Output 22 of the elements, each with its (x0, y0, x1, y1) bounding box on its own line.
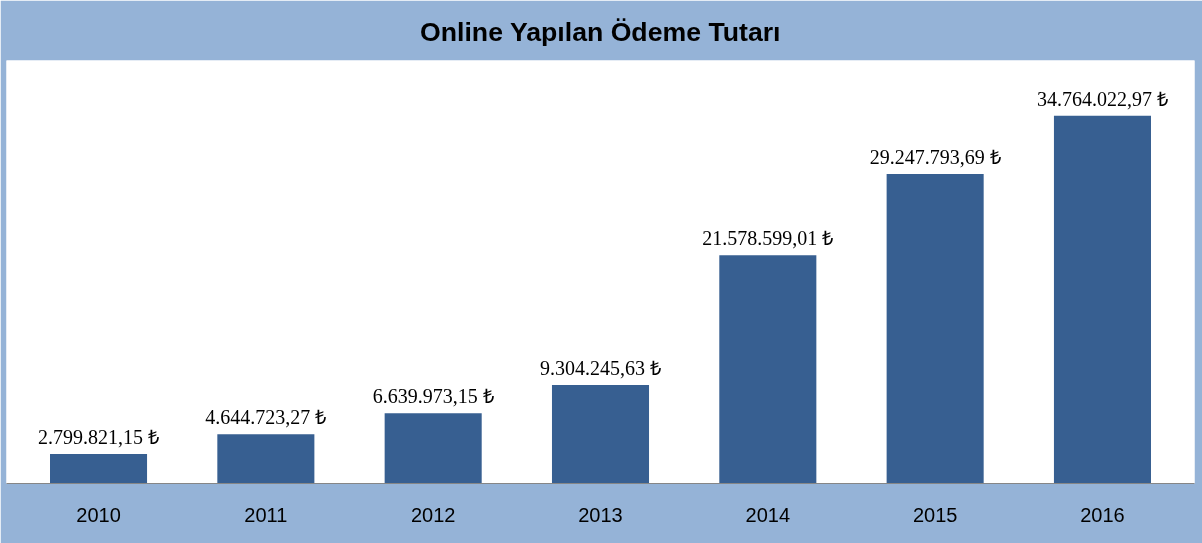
x-tick-label: 2016 (1080, 503, 1125, 526)
data-label: 21.578.599,01 ₺ (702, 227, 834, 250)
bar (886, 174, 984, 484)
bar (719, 255, 817, 484)
bar (217, 434, 315, 484)
bar (384, 413, 482, 484)
chart-title: Online Yapılan Ödeme Tutarı (420, 16, 781, 47)
x-tick-label: 2015 (912, 503, 958, 526)
x-tick-label: 2010 (76, 503, 121, 526)
data-label: 34.764.022,97 ₺ (1036, 87, 1168, 110)
data-label: 6.639.973,15 ₺ (372, 385, 494, 408)
bar (50, 453, 148, 484)
x-tick-label: 2011 (244, 503, 288, 526)
bar (1053, 115, 1151, 484)
bar (551, 385, 650, 484)
x-tick-label: 2012 (410, 503, 456, 526)
x-tick-label: 2014 (745, 503, 791, 526)
data-label: 2.799.821,15 ₺ (38, 425, 160, 448)
x-tick-label: 2013 (578, 503, 623, 526)
data-label: 29.247.793,69 ₺ (869, 146, 1001, 169)
data-label: 9.304.245,63 ₺ (540, 357, 661, 380)
data-label: 4.644.723,27 ₺ (205, 406, 327, 429)
